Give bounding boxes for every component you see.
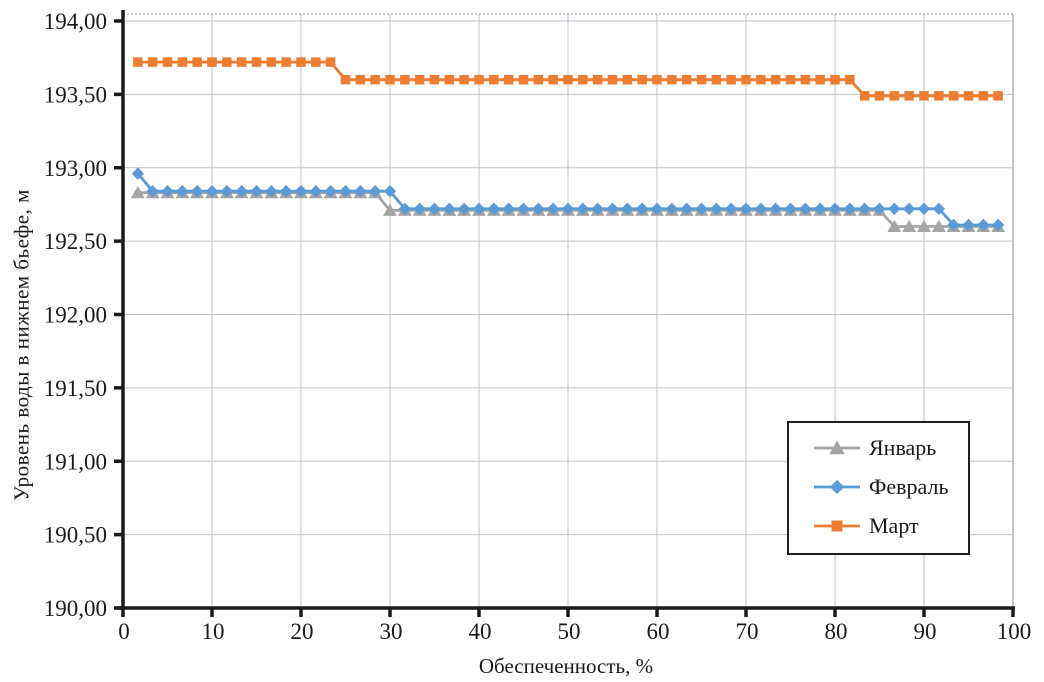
axes <box>114 10 1015 617</box>
x-tick-label: 30 <box>380 619 403 644</box>
x-tick-label: 10 <box>202 619 225 644</box>
x-tick-label: 40 <box>469 619 492 644</box>
x-tick-label: 100 <box>997 619 1032 644</box>
y-tick-label: 193,00 <box>44 156 107 181</box>
legend-label-march: Март <box>869 512 919 538</box>
y-tick-label: 190,50 <box>44 523 107 548</box>
february-line-marker-icon <box>814 479 860 495</box>
legend-item-january: Январь <box>813 435 968 461</box>
tick-labels: 190,00 190,50 191,00 191,50 192,00 192,50 193,… <box>44 9 1032 644</box>
x-axis-title: Обеспеченность, % <box>478 654 654 678</box>
y-tick-label: 192,00 <box>44 303 107 328</box>
x-tick-label: 90 <box>914 619 937 644</box>
series-march <box>133 57 1003 101</box>
legend-item-february: Февраль <box>813 474 968 500</box>
y-tick-label: 190,00 <box>44 596 107 621</box>
y-tick-label: 191,00 <box>44 449 107 474</box>
y-tick-label: 194,00 <box>44 9 107 34</box>
march-line-marker-icon <box>814 520 860 532</box>
legend-label-january: Январь <box>869 435 937 461</box>
x-tick-label: 80 <box>825 619 848 644</box>
legend: Январь Февраль Март <box>787 421 970 555</box>
x-tick-label: 50 <box>558 619 581 644</box>
y-axis-title: Уровень воды в нижнем бьефе, м <box>9 189 34 501</box>
legend-label-february: Февраль <box>869 473 949 499</box>
x-tick-label: 20 <box>291 619 314 644</box>
january-line-marker-icon <box>814 440 860 455</box>
y-tick-label: 191,50 <box>44 376 107 401</box>
series-february <box>131 167 1005 232</box>
x-tick-label: 0 <box>118 619 130 644</box>
x-tick-label: 60 <box>647 619 670 644</box>
x-tick-label: 70 <box>736 619 759 644</box>
y-tick-label: 192,50 <box>44 229 107 254</box>
legend-item-march: Март <box>813 513 968 539</box>
y-tick-label: 193,50 <box>44 82 107 107</box>
